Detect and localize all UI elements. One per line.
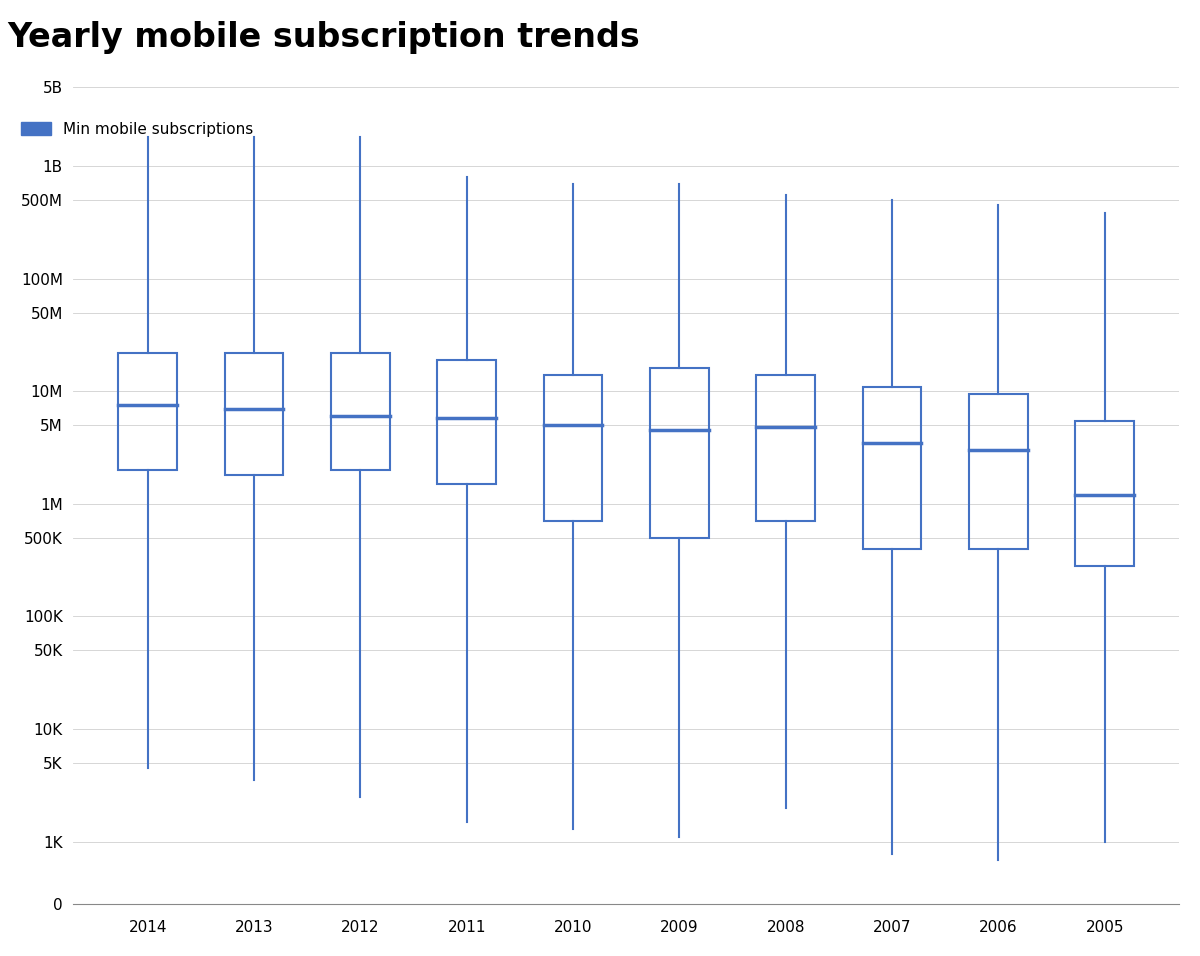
Bar [119,353,176,470]
Bar [331,353,390,470]
Bar [756,375,815,521]
Bar [544,375,602,521]
Bar [970,394,1027,549]
Bar [438,359,496,484]
Bar [1075,421,1134,566]
Bar [224,353,283,475]
Legend: Min mobile subscriptions: Min mobile subscriptions [14,116,259,142]
Text: Yearly mobile subscription trends: Yearly mobile subscription trends [7,21,640,54]
Bar [863,386,922,549]
Bar [650,368,709,538]
